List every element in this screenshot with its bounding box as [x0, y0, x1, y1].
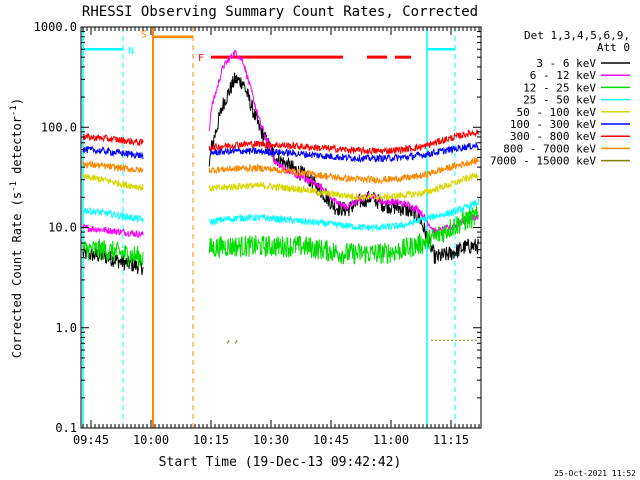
legend-label: 7000 - 15000 keV	[490, 155, 596, 168]
series-line	[82, 207, 144, 224]
y-axis: 1000.0 100.0 10.0 1.0 0.1	[34, 20, 481, 435]
series-line	[234, 339, 238, 344]
x-axis-label: Start Time (19-Dec-13 09:42:42)	[159, 455, 402, 470]
series-line	[82, 223, 144, 239]
x-axis: 09:45 10:00 10:15 10:30 10:45 11:00 11:15	[73, 27, 480, 447]
x-tick-label: 10:45	[313, 433, 349, 447]
series-line	[208, 205, 479, 265]
series-line	[208, 49, 479, 236]
legend-label: 50 - 100 keV	[517, 106, 597, 119]
time-interval-overlays: NS F	[82, 27, 456, 428]
x-tick-label: 10:30	[253, 433, 289, 447]
y-axis-label-sup-1: -1	[9, 181, 19, 192]
x-tick-label: 10:00	[133, 433, 169, 447]
generated-timestamp: 25-Oct-2021 11:52	[554, 469, 636, 478]
series-line	[82, 132, 144, 147]
x-tick-label: 11:00	[373, 433, 409, 447]
plot-area: NS F	[80, 26, 482, 429]
y-axis-label-sup-2: -1	[9, 105, 19, 116]
legend-label: 25 - 50 keV	[523, 94, 596, 107]
series-line	[208, 141, 479, 163]
y-tick-label: 1000.0	[34, 20, 77, 34]
night-label: N	[128, 46, 134, 57]
y-tick-label: 1.0	[55, 321, 77, 335]
series-line	[208, 172, 479, 202]
series-line	[208, 129, 479, 156]
series-line	[82, 245, 144, 276]
plot-frame	[80, 26, 482, 429]
series-line	[82, 145, 144, 160]
legend-header: Det 1,3,4,5,6,9, Att 0	[524, 29, 630, 54]
series-line	[208, 198, 479, 231]
legend-label: 100 - 300 keV	[510, 118, 596, 131]
x-tick-label: 10:15	[193, 433, 229, 447]
legend-label: 12 - 25 keV	[523, 81, 596, 94]
y-axis-label-mid: detector	[10, 116, 24, 181]
chart-title: RHESSI Observing Summary Count Rates, Co…	[82, 4, 478, 20]
y-axis-label: Corrected Count Rate (s-1 detector-1)	[9, 98, 24, 358]
y-tick-label: 100.0	[41, 120, 77, 134]
series-line	[82, 173, 144, 191]
series-lines	[82, 49, 479, 344]
flare-label: F	[198, 53, 204, 64]
legend-label: 800 - 7000 keV	[503, 142, 596, 155]
y-tick-label: 0.1	[55, 421, 77, 435]
legend-label: 300 - 800 keV	[510, 130, 596, 143]
series-line	[82, 238, 144, 268]
saa-label: S	[141, 30, 147, 41]
legend-header-line-2: Att 0	[597, 41, 630, 54]
series-line	[226, 339, 230, 344]
y-axis-label-main: Corrected Count Rate (s	[10, 192, 24, 358]
x-tick-label: 11:15	[433, 433, 469, 447]
series-line	[208, 157, 479, 185]
legend-label: 3 - 6 keV	[536, 57, 596, 70]
legend-header-line-1: Det 1,3,4,5,6,9,	[524, 29, 630, 42]
legend-label: 6 - 12 keV	[530, 69, 597, 82]
series-line	[82, 160, 144, 174]
y-tick-label: 10.0	[48, 221, 77, 235]
y-axis-label-end: )	[10, 98, 24, 105]
x-tick-label: 09:45	[73, 433, 109, 447]
